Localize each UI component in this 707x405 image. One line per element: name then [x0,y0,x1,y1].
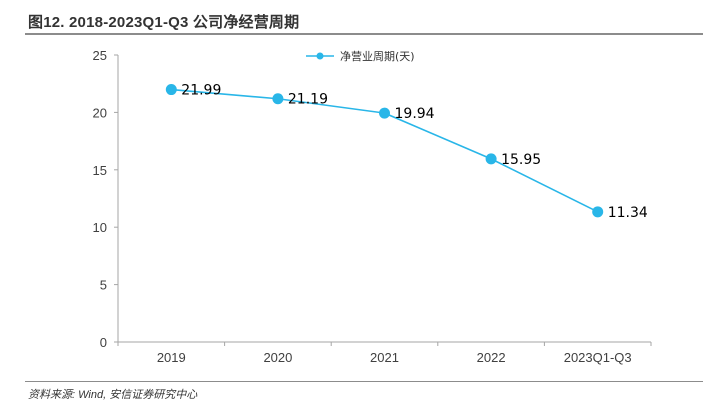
data-point [272,93,284,105]
data-point [485,153,497,165]
legend-marker [316,52,324,60]
x-tick-label: 2022 [477,350,506,365]
x-tick-label: 2021 [370,350,399,365]
y-tick-label: 5 [100,278,107,293]
x-tick-label: 2019 [157,350,186,365]
data-label: 19.94 [395,106,435,122]
title-divider [25,33,703,35]
series-line-group: 21.99 21.19 19.94 15.95 11.34 [165,83,648,221]
data-label: 21.19 [288,92,328,108]
y-tick-label: 10 [93,220,107,235]
data-point [165,84,177,96]
y-tick-label: 20 [93,105,107,120]
y-tick-label: 15 [93,163,107,178]
y-tick-label: 25 [93,48,107,63]
legend-label: 净营业周期(天) [340,49,415,63]
legend: 净营业周期(天) [306,49,415,63]
data-point [379,107,390,119]
y-tick-label: 0 [100,335,107,350]
footer-divider [25,381,703,382]
data-point [592,206,604,218]
figure-title: 图12. 2018-2023Q1-Q3 公司净经营周期 [28,14,300,31]
x-tick-label: 2023Q1-Q3 [564,350,632,365]
x-tick-label: 2020 [263,350,292,365]
axes: 0 5 10 15 20 25 2019 2020 2021 2022 2023Q1-Q3 [93,48,652,365]
data-label: 11.34 [608,205,648,221]
data-label: 15.95 [501,152,541,168]
data-label: 21.99 [181,83,221,99]
source-note: 资料来源: Wind, 安信证券研究中心 [28,389,198,401]
